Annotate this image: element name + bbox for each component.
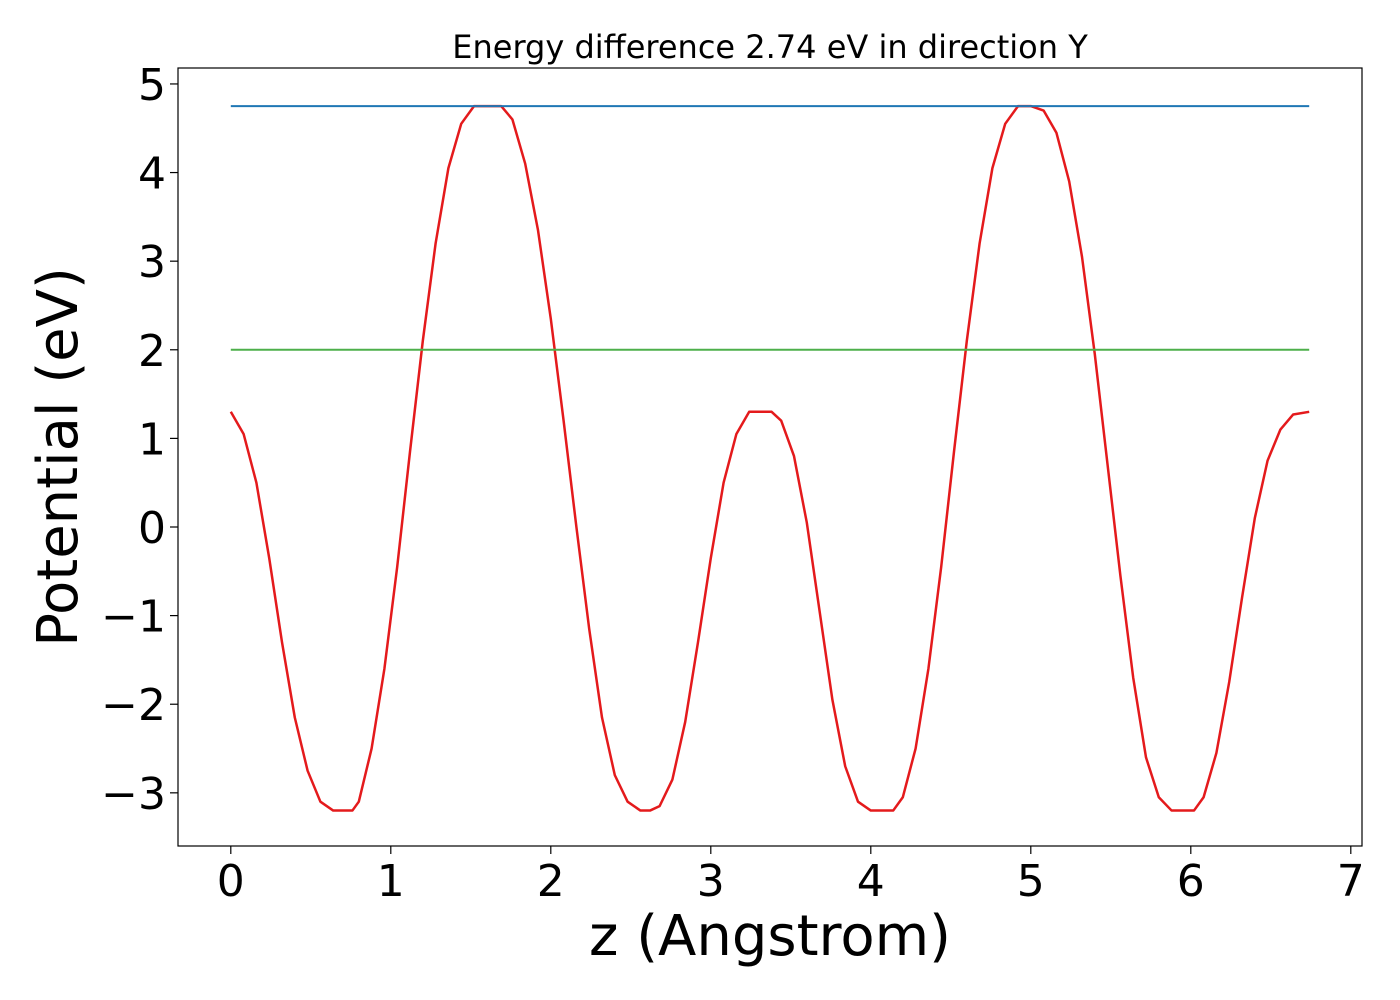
y-axis-label: Potential (eV) <box>26 267 91 647</box>
y-tick-label: 0 <box>138 503 166 554</box>
y-tick-label: −1 <box>101 592 166 643</box>
y-tick-label: −3 <box>101 769 166 820</box>
x-tick-label: 7 <box>1337 856 1365 907</box>
y-tick-label: 4 <box>138 149 166 200</box>
y-tick-label: 3 <box>138 237 166 288</box>
y-tick-label: −2 <box>101 680 166 731</box>
x-axis-label: z (Angstrom) <box>589 904 951 969</box>
x-tick-label: 6 <box>1177 856 1205 907</box>
x-tick-label: 1 <box>377 856 405 907</box>
x-axis: 0 1 2 3 4 5 6 7 <box>217 846 1365 907</box>
chart-title: Energy difference 2.74 eV in direction Y <box>452 28 1088 66</box>
y-tick-label: 5 <box>138 60 166 111</box>
y-axis: −3 −2 −1 0 1 2 3 4 5 <box>101 60 178 820</box>
x-tick-label: 3 <box>697 856 725 907</box>
plot-frame <box>177 67 1363 847</box>
y-tick-label: 1 <box>138 414 166 465</box>
series-layer <box>229 104 1310 812</box>
x-tick-label: 2 <box>537 856 565 907</box>
x-tick-label: 5 <box>1017 856 1045 907</box>
y-tick-label: 2 <box>138 326 166 377</box>
x-tick-label: 0 <box>217 856 245 907</box>
plot-area <box>177 67 1363 847</box>
x-tick-label: 4 <box>857 856 885 907</box>
series-line-0 <box>229 104 1310 812</box>
